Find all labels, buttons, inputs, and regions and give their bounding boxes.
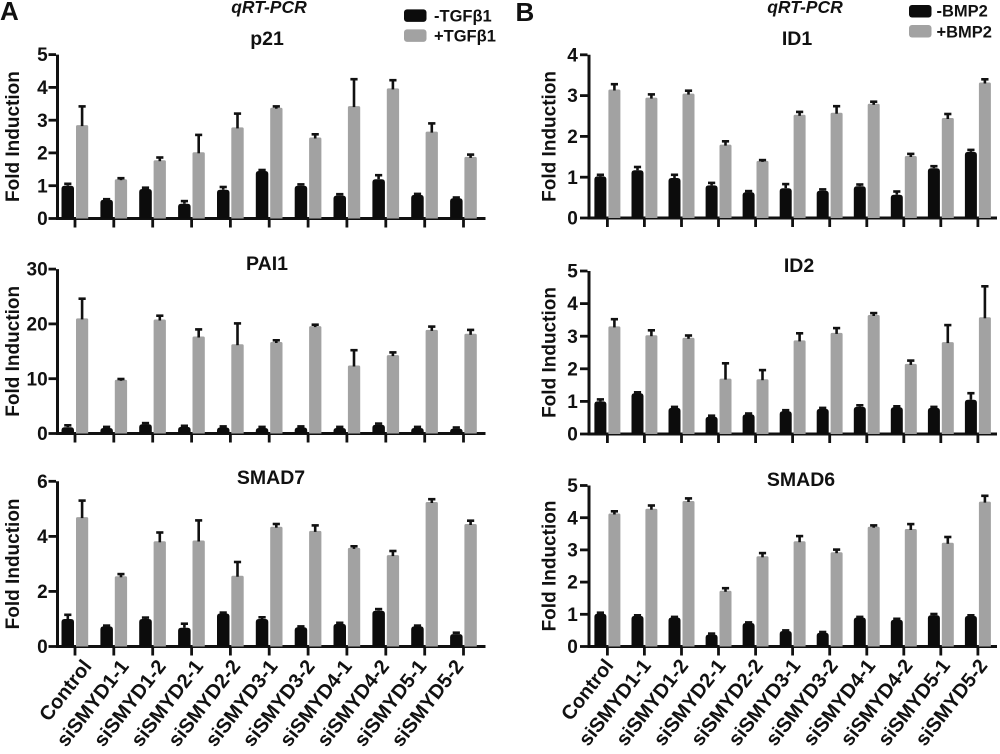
svg-text:1: 1 xyxy=(567,605,578,626)
svg-text:+TGFβ1: +TGFβ1 xyxy=(434,28,496,46)
svg-text:Fold Induction: Fold Induction xyxy=(540,287,561,418)
svg-text:3: 3 xyxy=(567,541,578,562)
svg-text:qRT-PCR: qRT-PCR xyxy=(767,0,843,17)
svg-text:B: B xyxy=(516,0,535,27)
svg-text:1: 1 xyxy=(567,168,578,189)
svg-text:20: 20 xyxy=(27,315,48,336)
svg-text:3: 3 xyxy=(567,327,578,348)
svg-text:4: 4 xyxy=(37,527,48,548)
svg-text:3: 3 xyxy=(567,86,578,107)
svg-text:30: 30 xyxy=(27,260,48,281)
svg-text:ID1: ID1 xyxy=(782,28,813,50)
svg-text:Fold Induction: Fold Induction xyxy=(3,71,24,202)
svg-text:6: 6 xyxy=(37,472,48,493)
svg-text:4: 4 xyxy=(567,508,578,529)
svg-text:+BMP2: +BMP2 xyxy=(937,24,992,42)
svg-text:A: A xyxy=(0,0,19,26)
svg-text:3: 3 xyxy=(37,111,48,132)
svg-text:PAI1: PAI1 xyxy=(246,253,288,275)
svg-text:5: 5 xyxy=(567,476,578,497)
svg-text:ID2: ID2 xyxy=(784,255,815,277)
svg-text:10: 10 xyxy=(27,369,48,390)
svg-text:0: 0 xyxy=(37,209,48,230)
svg-text:qRT-PCR: qRT-PCR xyxy=(231,0,307,17)
svg-text:4: 4 xyxy=(37,78,48,99)
svg-text:p21: p21 xyxy=(250,28,284,50)
svg-text:0: 0 xyxy=(37,637,48,658)
svg-text:Fold Induction: Fold Induction xyxy=(540,501,561,632)
svg-text:2: 2 xyxy=(567,127,578,148)
svg-text:0: 0 xyxy=(567,425,578,446)
svg-text:Fold Induction: Fold Induction xyxy=(540,71,561,202)
svg-text:2: 2 xyxy=(37,582,48,603)
svg-text:4: 4 xyxy=(567,45,578,66)
svg-text:0: 0 xyxy=(37,424,48,445)
svg-text:2: 2 xyxy=(567,573,578,594)
svg-text:1: 1 xyxy=(567,392,578,413)
svg-text:1: 1 xyxy=(37,176,48,197)
svg-text:2: 2 xyxy=(567,359,578,380)
svg-text:Fold Induction: Fold Induction xyxy=(3,286,24,417)
svg-text:0: 0 xyxy=(567,209,578,230)
svg-text:4: 4 xyxy=(567,294,578,315)
svg-text:5: 5 xyxy=(37,45,48,66)
svg-text:SMAD6: SMAD6 xyxy=(767,469,835,491)
svg-text:2: 2 xyxy=(37,144,48,165)
svg-text:SMAD7: SMAD7 xyxy=(237,467,305,489)
svg-text:-TGFβ1: -TGFβ1 xyxy=(434,8,492,26)
svg-text:Fold Induction: Fold Induction xyxy=(3,498,24,629)
svg-text:-BMP2: -BMP2 xyxy=(937,3,988,21)
svg-text:0: 0 xyxy=(567,637,578,658)
svg-text:5: 5 xyxy=(567,262,578,283)
